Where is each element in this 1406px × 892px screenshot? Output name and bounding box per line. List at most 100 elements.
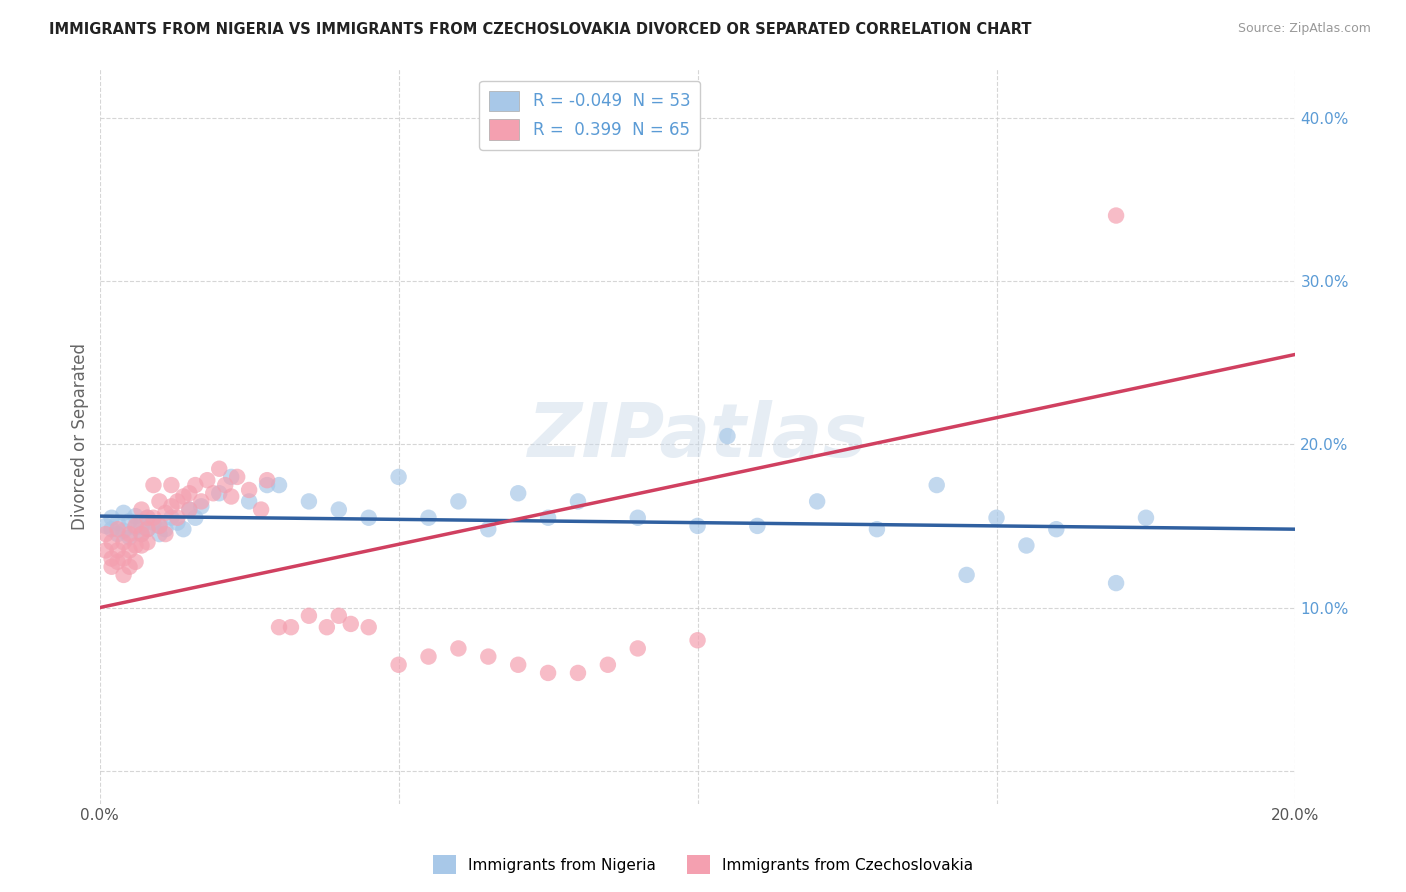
Point bbox=[955, 568, 977, 582]
Point bbox=[131, 502, 153, 516]
Point bbox=[136, 510, 159, 524]
Point bbox=[160, 510, 183, 524]
Point bbox=[686, 633, 709, 648]
Point bbox=[508, 486, 530, 500]
Point bbox=[160, 500, 183, 514]
Point bbox=[925, 478, 948, 492]
Point bbox=[107, 527, 129, 541]
Point bbox=[267, 620, 290, 634]
Point bbox=[1015, 539, 1038, 553]
Text: Source: ZipAtlas.com: Source: ZipAtlas.com bbox=[1237, 22, 1371, 36]
Point bbox=[112, 551, 135, 566]
Point bbox=[124, 519, 146, 533]
Point bbox=[238, 483, 260, 497]
Point bbox=[267, 478, 290, 492]
Point bbox=[179, 486, 201, 500]
Point bbox=[100, 510, 122, 524]
Point bbox=[447, 641, 470, 656]
Point bbox=[131, 519, 153, 533]
Point bbox=[107, 555, 129, 569]
Point bbox=[107, 516, 129, 530]
Point bbox=[94, 519, 117, 533]
Point bbox=[190, 494, 212, 508]
Point bbox=[131, 539, 153, 553]
Point bbox=[124, 509, 146, 524]
Point bbox=[256, 473, 278, 487]
Point bbox=[131, 527, 153, 541]
Point bbox=[866, 522, 889, 536]
Point bbox=[357, 620, 380, 634]
Point bbox=[166, 510, 188, 524]
Point bbox=[208, 486, 231, 500]
Point bbox=[184, 478, 207, 492]
Text: ZIPatlas: ZIPatlas bbox=[527, 400, 868, 473]
Point bbox=[202, 486, 225, 500]
Point bbox=[136, 522, 159, 536]
Point bbox=[477, 649, 499, 664]
Point bbox=[418, 649, 440, 664]
Point bbox=[124, 555, 146, 569]
Point bbox=[179, 502, 201, 516]
Point bbox=[136, 522, 159, 536]
Point bbox=[328, 502, 350, 516]
Point bbox=[107, 522, 129, 536]
Point bbox=[298, 608, 321, 623]
Point bbox=[155, 527, 177, 541]
Point bbox=[627, 510, 650, 524]
Point bbox=[148, 527, 170, 541]
Point bbox=[280, 620, 302, 634]
Point bbox=[112, 506, 135, 520]
Point bbox=[447, 494, 470, 508]
Point bbox=[100, 551, 122, 566]
Point bbox=[298, 494, 321, 508]
Point bbox=[1105, 576, 1128, 591]
Point bbox=[596, 657, 619, 672]
Point bbox=[315, 620, 337, 634]
Point bbox=[184, 510, 207, 524]
Point bbox=[208, 461, 231, 475]
Point bbox=[94, 543, 117, 558]
Point bbox=[142, 478, 165, 492]
Point bbox=[537, 510, 560, 524]
Point bbox=[100, 559, 122, 574]
Point bbox=[1135, 510, 1157, 524]
Point bbox=[155, 522, 177, 536]
Point bbox=[537, 665, 560, 680]
Point bbox=[256, 478, 278, 492]
Point bbox=[219, 490, 242, 504]
Point bbox=[238, 494, 260, 508]
Point bbox=[155, 506, 177, 520]
Point bbox=[716, 429, 738, 443]
Point bbox=[214, 478, 236, 492]
Point bbox=[172, 490, 194, 504]
Point bbox=[131, 527, 153, 541]
Point bbox=[567, 494, 589, 508]
Point bbox=[1105, 209, 1128, 223]
Point bbox=[339, 616, 361, 631]
Point bbox=[1045, 522, 1067, 536]
Point bbox=[806, 494, 828, 508]
Point bbox=[190, 500, 212, 514]
Point bbox=[160, 478, 183, 492]
Point bbox=[148, 494, 170, 508]
Point bbox=[747, 519, 769, 533]
Point bbox=[226, 470, 249, 484]
Point bbox=[136, 510, 159, 524]
Point bbox=[148, 519, 170, 533]
Point bbox=[686, 519, 709, 533]
Point bbox=[100, 522, 122, 536]
Point bbox=[94, 527, 117, 541]
Point bbox=[118, 559, 141, 574]
Point bbox=[166, 516, 188, 530]
Point bbox=[250, 502, 273, 516]
Point bbox=[136, 535, 159, 549]
Point bbox=[418, 510, 440, 524]
Y-axis label: Divorced or Separated: Divorced or Separated bbox=[72, 343, 89, 530]
Point bbox=[388, 657, 411, 672]
Point bbox=[357, 510, 380, 524]
Point bbox=[112, 568, 135, 582]
Legend: Immigrants from Nigeria, Immigrants from Czechoslovakia: Immigrants from Nigeria, Immigrants from… bbox=[427, 849, 979, 880]
Point bbox=[107, 543, 129, 558]
Point bbox=[508, 657, 530, 672]
Point bbox=[118, 514, 141, 528]
